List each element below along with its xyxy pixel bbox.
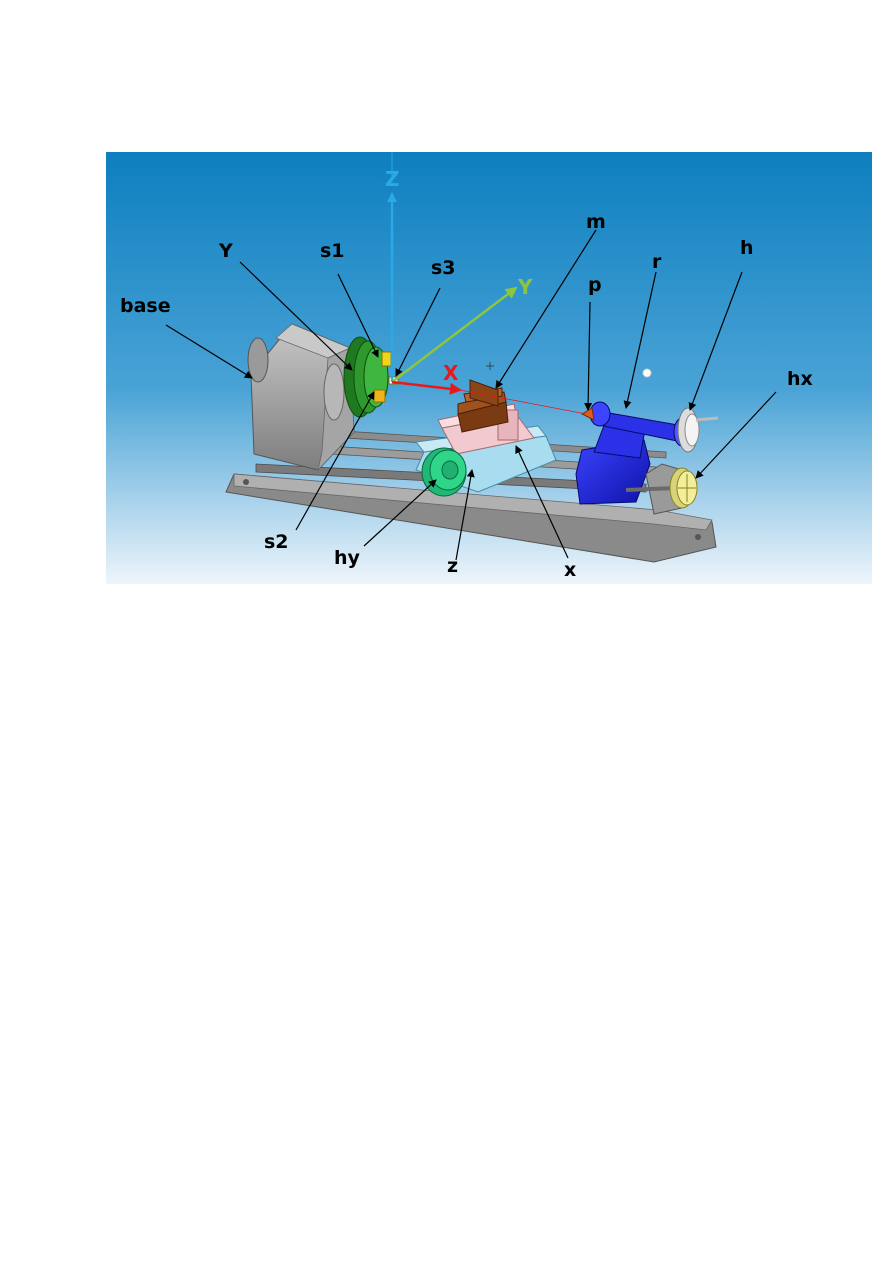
callout-lines — [165, 229, 777, 561]
label-m: m — [586, 211, 606, 233]
axis-z-label: Z — [385, 167, 400, 191]
label-hy: hy — [334, 547, 361, 569]
lathe-svg: Z Y X base Y s1 s3 m p r h hx s2 hy z x — [106, 152, 872, 584]
label-s2: s2 — [264, 531, 289, 553]
label-r: r — [652, 251, 662, 273]
axis-y-label: Y — [517, 275, 533, 299]
axis-x-label: X — [443, 361, 459, 385]
label-p: p — [588, 274, 602, 296]
label-z: z — [447, 555, 458, 577]
label-Y: Y — [218, 240, 233, 262]
tool-tip — [580, 407, 595, 421]
label-h: h — [740, 237, 754, 259]
reference-point — [642, 368, 652, 378]
label-base: base — [120, 295, 171, 317]
axis-y-arrow — [391, 286, 518, 383]
headstock — [247, 323, 355, 472]
center-mark — [486, 362, 494, 370]
handwheel-hx — [669, 467, 698, 509]
label-s3: s3 — [431, 257, 456, 279]
label-s1: s1 — [320, 240, 345, 262]
lathe-diagram: Z Y X base Y s1 s3 m p r h hx s2 hy z x — [106, 152, 872, 584]
axis-x-extension — [459, 389, 587, 415]
label-x: x — [564, 559, 576, 581]
handwheel-hy — [421, 447, 467, 497]
label-hx: hx — [787, 368, 813, 390]
handwheel-h — [677, 407, 719, 453]
axis-x-arrow — [391, 380, 462, 395]
